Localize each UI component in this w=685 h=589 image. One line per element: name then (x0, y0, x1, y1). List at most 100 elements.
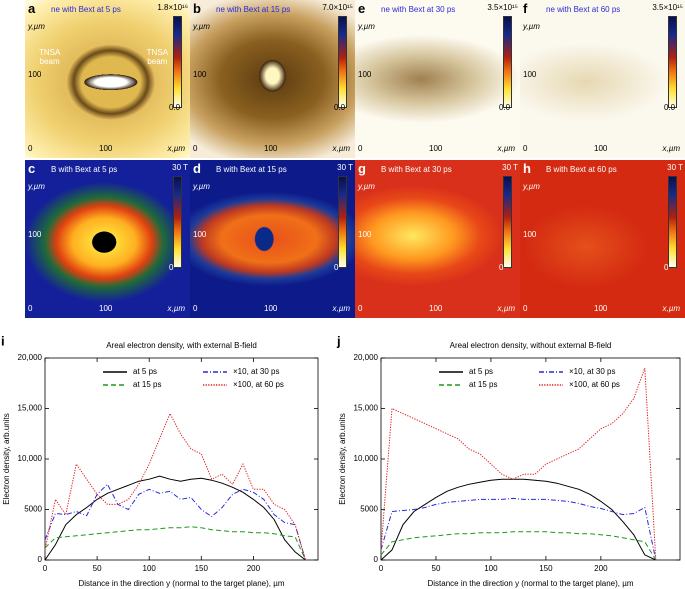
image-panel: h B with Bext at 60 ps 30 T 0 y,µm 100 0 100 x,µ… (520, 160, 685, 318)
x-tick-label: 100 (99, 144, 113, 153)
colorbar-max: 3.5×10¹⁵ (487, 3, 518, 12)
panel-letter: j (336, 333, 341, 348)
plot-frame (380, 357, 681, 561)
panel-title: B with Bext at 15 ps (216, 165, 287, 174)
annotation: TNSA beam (146, 48, 168, 66)
colorbar-min: 0 (169, 263, 174, 272)
x-tick-label: 100 (594, 144, 608, 153)
y-tick-label: 10,000 (18, 454, 43, 463)
x-axis-label: x,µm (497, 304, 516, 313)
colorbar-min: 0.0 (499, 103, 511, 112)
legend-label: at 15 ps (133, 380, 161, 389)
data-line (380, 367, 657, 561)
x-tick-label: 150 (195, 564, 209, 573)
x-axis-label: x,µm (332, 144, 351, 153)
annotation: TNSA beam (39, 48, 61, 66)
x-tick-label: 100 (264, 144, 278, 153)
y-axis-label: Electron density, arb.units (2, 413, 11, 504)
y-tick-label: 10,000 (354, 454, 379, 463)
x-tick-label: 100 (429, 144, 443, 153)
y-axis-label: y,µm (193, 182, 210, 191)
chart-title: Areal electron density, with external B-… (106, 341, 257, 350)
y-tick-label: 15,000 (18, 404, 43, 413)
legend-label: at 5 ps (469, 367, 493, 376)
panel-letter: c (28, 161, 36, 176)
image-panel: f ne with Bext at 60 ps 3.5×10¹⁵ 0.0 y,µm 100… (520, 0, 685, 158)
y-tick-label: 100 (523, 70, 537, 79)
image-panel: e ne with Bext at 30 ps 3.5×10¹⁵ 0.0 y,µm 100… (355, 0, 520, 158)
colorbar-min: 0 (664, 263, 669, 272)
colorbar (173, 176, 182, 268)
colorbar (668, 176, 677, 268)
x-tick-label: 0 (43, 564, 48, 573)
y-tick-label: 0 (374, 555, 379, 564)
panel-letter: a (28, 1, 36, 16)
y-tick-label: 100 (193, 230, 207, 239)
colorbar-min: 0.0 (334, 103, 346, 112)
panel-title: B with Bext at 30 ps (381, 165, 452, 174)
data-line (380, 497, 657, 561)
x-tick-label: 50 (432, 564, 441, 573)
colorbar-min: 0 (499, 263, 504, 272)
y-axis-label: y,µm (28, 182, 45, 191)
y-tick-label: 20,000 (18, 353, 43, 362)
x-tick-label: 50 (93, 564, 102, 573)
colorbar (503, 176, 512, 268)
panel-title: B with Bext at 5 ps (51, 165, 118, 174)
data-line (380, 531, 657, 561)
image-panel: c B with Bext at 5 ps 30 T 0 y,µm 100 0 100 x,µm (25, 160, 190, 318)
panel-letter: e (358, 1, 366, 16)
x-tick-label: 150 (539, 564, 553, 573)
panel-letter: g (358, 161, 366, 176)
x-tick-label: 0 (379, 564, 384, 573)
panel-letter: f (523, 1, 528, 16)
y-axis-label: y,µm (523, 22, 540, 31)
x-tick-label: 100 (143, 564, 157, 573)
x-tick-label: 0 (358, 144, 363, 153)
y-tick-label: 100 (28, 230, 42, 239)
x-tick-label: 0 (358, 304, 363, 313)
y-tick-label: 100 (523, 230, 537, 239)
x-tick-label: 0 (28, 304, 33, 313)
data-line (380, 478, 657, 561)
x-axis-label: x,µm (332, 304, 351, 313)
panel-title: B with Bext at 60 ps (546, 165, 617, 174)
x-tick-label: 100 (594, 304, 608, 313)
x-axis-label: x,µm (662, 304, 681, 313)
y-axis-label: y,µm (28, 22, 45, 31)
colorbar-max: 30 T (172, 163, 188, 172)
y-tick-label: 20,000 (354, 353, 379, 362)
colorbar-max: 30 T (502, 163, 518, 172)
x-tick-label: 100 (264, 304, 278, 313)
y-tick-label: 5000 (24, 505, 42, 514)
colorbar (173, 16, 182, 108)
colorbar-min: 0.0 (169, 103, 181, 112)
y-axis-label: y,µm (193, 22, 210, 31)
panel-letter: b (193, 1, 201, 16)
x-tick-label: 100 (484, 564, 498, 573)
panel-title: ne with Bext at 30 ps (381, 5, 456, 14)
legend-label: at 5 ps (133, 367, 157, 376)
y-tick-label: 5000 (360, 505, 378, 514)
x-tick-label: 100 (429, 304, 443, 313)
y-tick-label: 15,000 (354, 404, 379, 413)
x-axis-label: Distance in the direction y (normal to t… (78, 579, 284, 588)
panel-title: ne with Bext at 15 ps (216, 5, 291, 14)
x-tick-label: 0 (193, 144, 198, 153)
x-axis-label: x,µm (662, 144, 681, 153)
x-axis-label: x,µm (497, 144, 516, 153)
data-line (44, 412, 306, 561)
x-tick-label: 0 (523, 304, 528, 313)
legend-label: at 15 ps (469, 380, 497, 389)
data-line (44, 475, 306, 561)
y-tick-label: 100 (193, 70, 207, 79)
y-tick-label: 100 (28, 70, 42, 79)
legend-label: ×10, at 30 ps (569, 367, 615, 376)
colorbar-max: 1.8×10¹⁶ (157, 3, 188, 12)
colorbar (338, 176, 347, 268)
image-panel: a ne with Bext at 5 ps 1.8×10¹⁶ 0.0 y,µm 100 0… (25, 0, 190, 158)
image-panel: g B with Bext at 30 ps 30 T 0 y,µm 100 0 100 x,µ… (355, 160, 520, 318)
x-tick-label: 0 (523, 144, 528, 153)
x-tick-label: 200 (247, 564, 261, 573)
colorbar-max: 3.5×10¹⁵ (652, 3, 683, 12)
